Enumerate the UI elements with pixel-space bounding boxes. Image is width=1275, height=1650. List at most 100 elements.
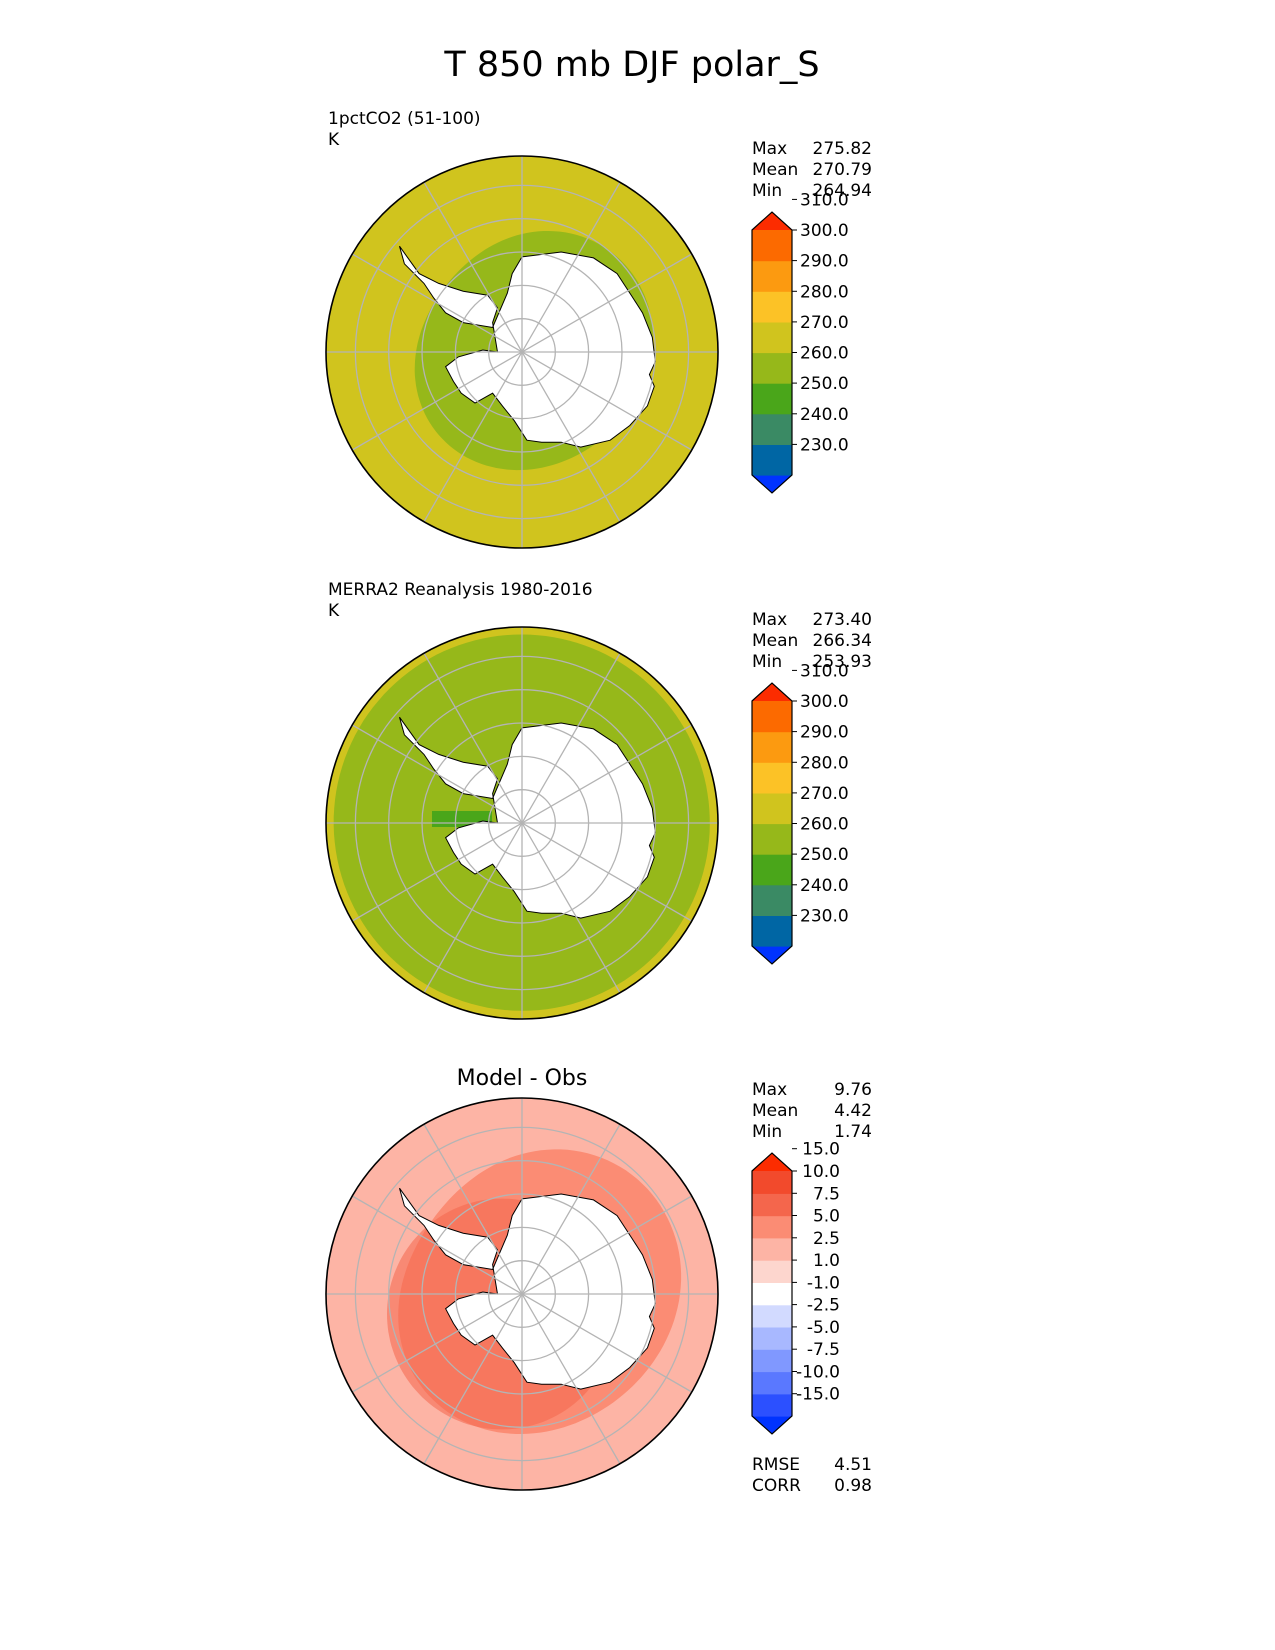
metric-label-rmse: RMSE — [752, 1455, 800, 1475]
colorbar-tick-label: 15.0 — [802, 1140, 840, 1160]
figure-title: T 850 mb DJF polar_S — [443, 45, 819, 85]
colorbar-segment — [752, 383, 792, 415]
colorbar-tick-label: 310.0 — [800, 190, 849, 210]
colorbar-extend-bottom — [752, 946, 792, 964]
colorbar-tick-label: -10.0 — [796, 1363, 840, 1383]
meridian-line-6 — [423, 181, 621, 523]
map-boundary — [325, 626, 719, 1020]
colorbar-outline — [751, 682, 793, 965]
colorbar-tick-label: -7.5 — [807, 1340, 840, 1360]
colorbar-extend-top — [752, 683, 792, 701]
stat-value-mean: 270.79 — [813, 160, 872, 180]
metric-value-rmse: 4.51 — [834, 1455, 872, 1475]
colorbar-segment — [752, 762, 792, 794]
panel-units: K — [328, 130, 340, 150]
colorbar-tick-label: 240.0 — [800, 405, 849, 425]
colorbar-tick-label: 310.0 — [800, 661, 849, 681]
map-field — [326, 1098, 718, 1490]
metric-value-corr: 0.98 — [834, 1476, 872, 1496]
stat-value-mean: 4.42 — [834, 1101, 872, 1121]
colorbar-segment — [752, 1282, 792, 1306]
meridian-line-6 — [423, 652, 621, 994]
colorbar-segment — [752, 1371, 792, 1395]
map-panel-1: 1pctCO2 (51-100)K Max 275.82 Mean 270.79 Min 2… — [325, 109, 872, 549]
colorbar-tick-label: 270.0 — [800, 784, 849, 804]
colorbar-tick-label: 250.0 — [800, 374, 849, 394]
colorbar-segment — [752, 1393, 792, 1417]
colorbar-segment — [752, 260, 792, 292]
panel-units: K — [328, 601, 340, 621]
stat-value-min: 253.93 — [813, 652, 872, 672]
stat-label-mean: Mean — [752, 1101, 798, 1121]
colorbar-tick-label: 300.0 — [800, 221, 849, 241]
colorbar-tick-label: 240.0 — [800, 876, 849, 896]
stat-label-max: Max — [752, 139, 787, 159]
colorbar-extend-bottom — [752, 1416, 792, 1434]
colorbar-tick-label: 5.0 — [813, 1207, 840, 1227]
colorbar-segment — [752, 854, 792, 886]
stat-value-max: 273.40 — [813, 610, 872, 630]
panel-title: Model - Obs — [457, 1066, 588, 1091]
colorbar-segment — [752, 915, 792, 947]
colorbar-tick-label: -2.5 — [807, 1296, 840, 1316]
colorbar-tick-label: 290.0 — [800, 252, 849, 272]
map-field — [326, 156, 718, 548]
colorbar-extend-top — [752, 1153, 792, 1171]
colorbar-segment — [752, 1193, 792, 1217]
colorbar-segment — [752, 352, 792, 384]
colorbar-segment — [752, 701, 792, 733]
map-boundary — [325, 1097, 719, 1491]
colorbar: 230.0 240.0 250.0 260.0 270.0 280.0 290.0 300.0… — [751, 661, 849, 965]
stat-label-min: Min — [752, 181, 782, 201]
colorbar: -15.0-10.0 -7.5-5.0-2.5 -1.01.02.55.0 7.510… — [751, 1140, 840, 1435]
panel-title: 1pctCO2 (51-100) — [328, 109, 481, 129]
colorbar-tick-label: 250.0 — [800, 845, 849, 865]
colorbar-tick-label: 1.0 — [813, 1251, 840, 1271]
colorbar-tick-label: 270.0 — [800, 313, 849, 333]
colorbar-tick-label: -5.0 — [807, 1318, 840, 1338]
stat-label-max: Max — [752, 1080, 787, 1100]
colorbar-segment — [752, 1215, 792, 1239]
colorbar-outline — [751, 1152, 793, 1435]
colorbar-segment — [752, 884, 792, 916]
stat-value-max: 275.82 — [813, 139, 872, 159]
colorbar-segment — [752, 230, 792, 262]
colorbar-tick-label: -15.0 — [796, 1385, 840, 1405]
colorbar-segment — [752, 321, 792, 354]
colorbar-tick-label: -1.0 — [807, 1273, 840, 1293]
colorbar-segment — [752, 731, 792, 763]
stat-value-mean: 266.34 — [813, 631, 872, 651]
colorbar-segment — [752, 1304, 792, 1328]
colorbar-tick-label: 280.0 — [800, 282, 849, 302]
stat-value-max: 9.76 — [834, 1080, 872, 1100]
colorbar-extend-top — [752, 212, 792, 230]
meridian-line-6 — [423, 1123, 621, 1465]
colorbar-tick-label: 10.0 — [802, 1162, 840, 1182]
colorbar-segment — [752, 1260, 792, 1283]
map-boundary — [325, 155, 719, 549]
colorbar-tick-label: 290.0 — [800, 723, 849, 743]
colorbar-segment — [752, 1171, 792, 1194]
colorbar-segment — [752, 413, 792, 445]
stat-label-min: Min — [752, 652, 782, 672]
colorbar-tick-label: 260.0 — [800, 815, 849, 835]
colorbar-segment — [752, 1237, 792, 1261]
colorbar-segment — [752, 444, 792, 476]
stat-label-mean: Mean — [752, 631, 798, 651]
colorbar-tick-label: 230.0 — [800, 435, 849, 455]
stat-label-mean: Mean — [752, 160, 798, 180]
colorbar-segment — [752, 823, 792, 855]
map-field — [326, 627, 718, 1019]
colorbar-segment — [752, 1326, 792, 1350]
colorbar-segment — [752, 792, 792, 825]
colorbar-outline — [751, 211, 793, 494]
stat-label-min: Min — [752, 1122, 782, 1142]
colorbar-tick-label: 300.0 — [800, 692, 849, 712]
colorbar-tick-label: 230.0 — [800, 906, 849, 926]
stat-label-max: Max — [752, 610, 787, 630]
stat-value-min: 1.74 — [834, 1122, 872, 1142]
panel-title: MERRA2 Reanalysis 1980-2016 — [328, 580, 593, 600]
